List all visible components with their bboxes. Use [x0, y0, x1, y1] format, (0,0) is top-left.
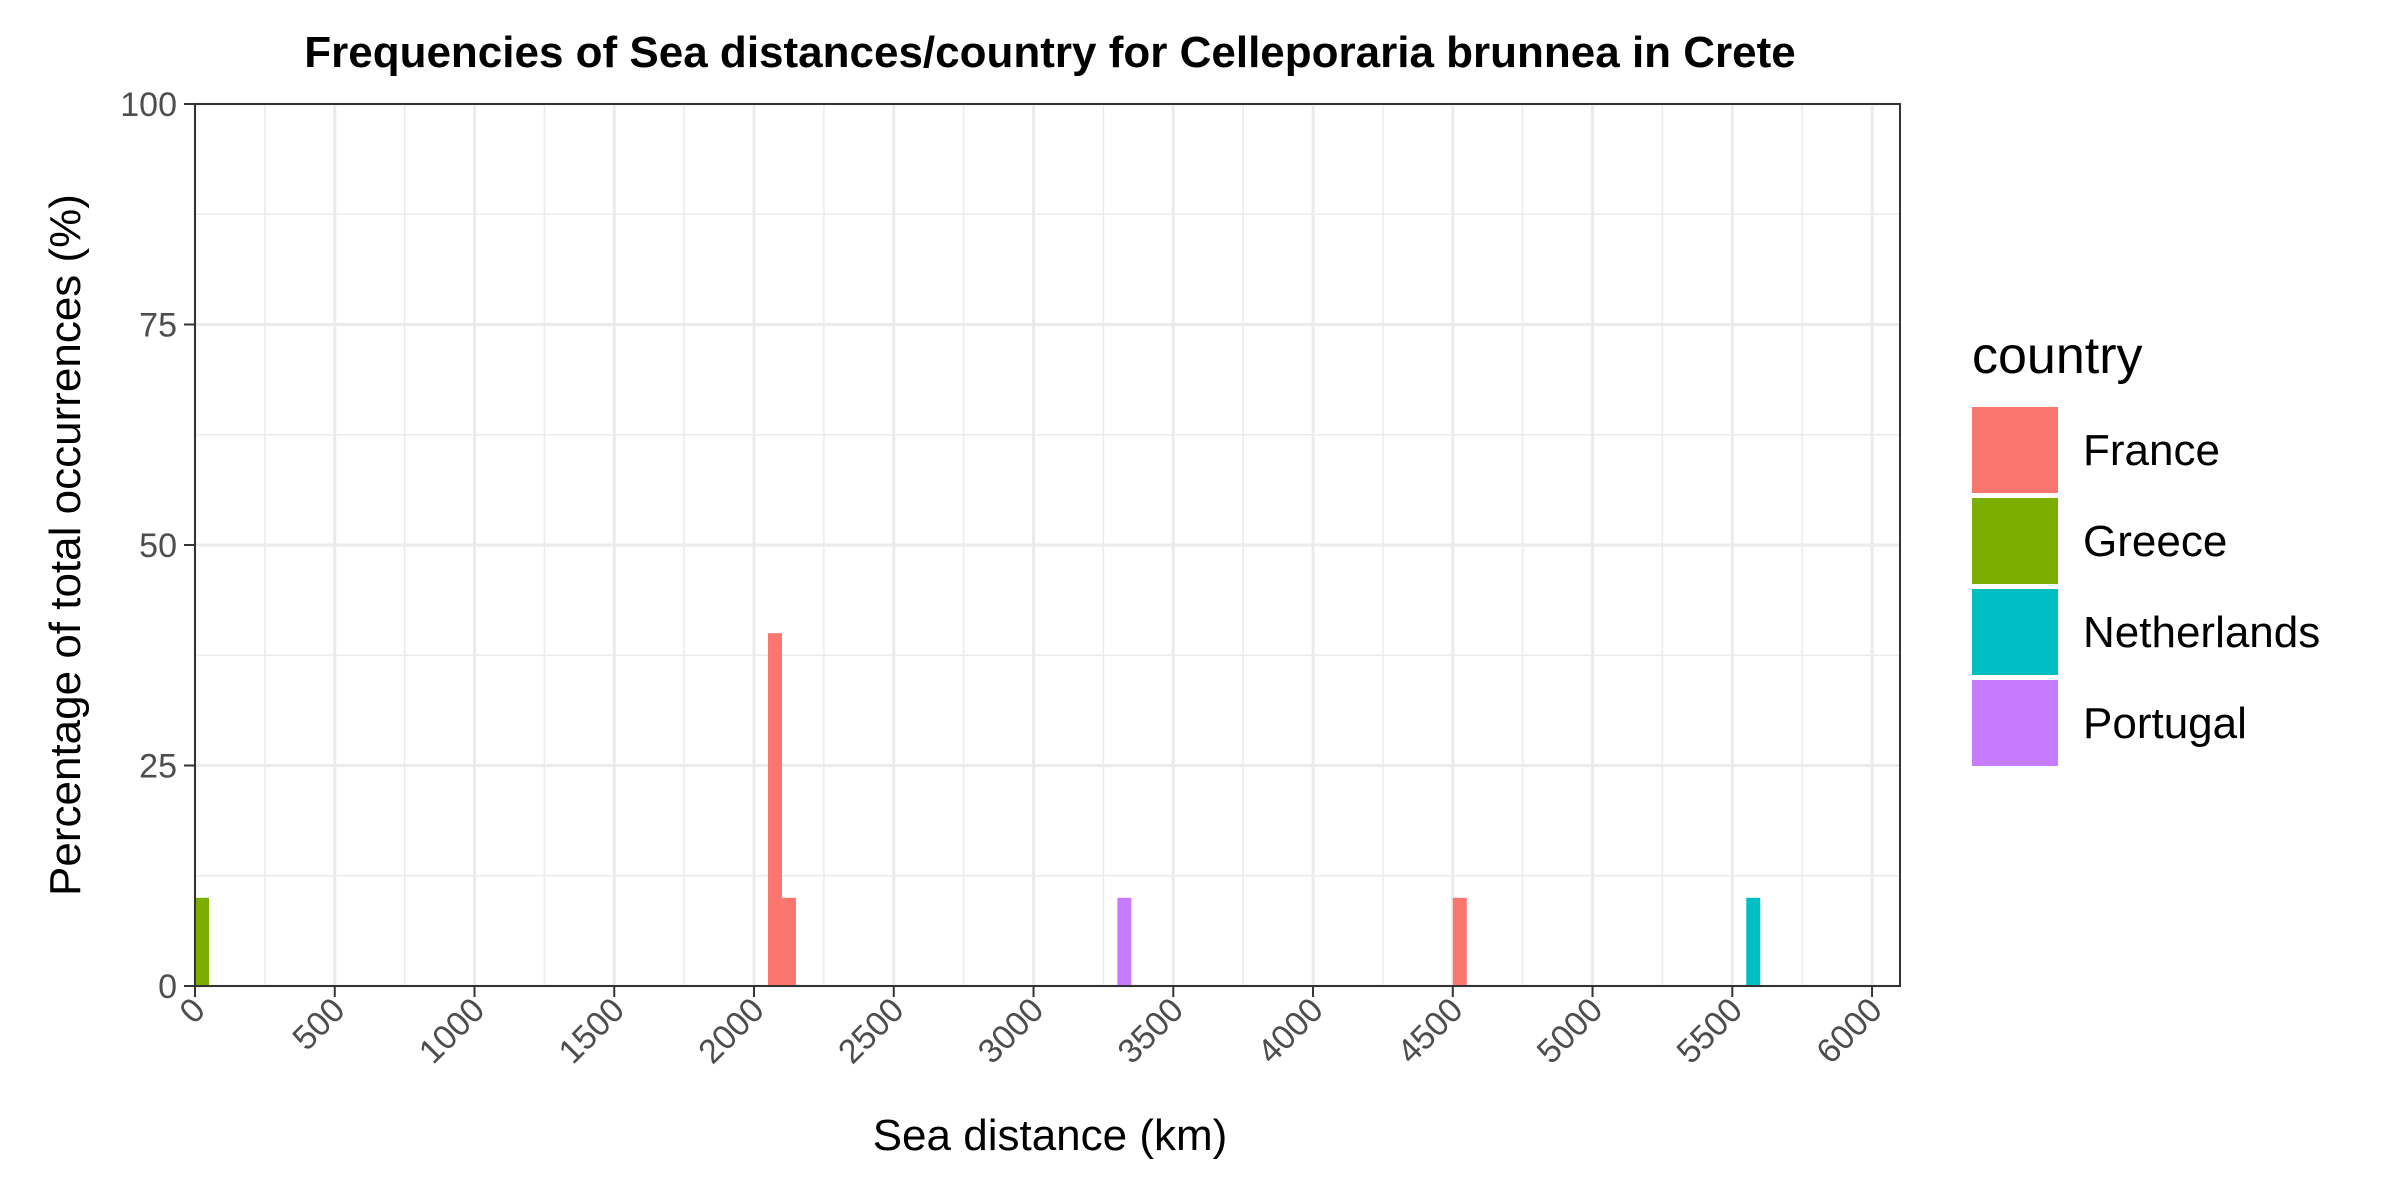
legend-label-portugal: Portugal	[2083, 699, 2247, 748]
legend-key-netherlands	[1972, 589, 2058, 675]
legend-label-netherlands: Netherlands	[2083, 608, 2320, 657]
bar-france	[1452, 897, 1467, 986]
y-tick-label: 75	[139, 307, 177, 345]
legend-key-france	[1972, 407, 2058, 493]
y-tick-label: 0	[158, 968, 177, 1006]
y-tick-label: 50	[139, 527, 177, 565]
bar-portugal	[1117, 897, 1132, 986]
legend-label-france: France	[2083, 426, 2220, 475]
bar-france	[781, 897, 796, 986]
y-tick-label: 100	[120, 86, 177, 124]
y-tick-label: 25	[139, 748, 177, 786]
bar-netherlands	[1746, 897, 1761, 986]
y-axis-title: Percentage of total occurrences (%)	[41, 194, 90, 896]
chart-title: Frequencies of Sea distances/country for…	[304, 28, 1796, 77]
bar-france	[767, 633, 782, 986]
bar-greece	[195, 897, 209, 986]
legend-key-portugal	[1972, 680, 2058, 766]
legend-label-greece: Greece	[2083, 517, 2227, 566]
legend-title: country	[1972, 327, 2143, 385]
legend: country France Greece Netherlands Portugal	[1972, 327, 2320, 766]
legend-key-greece	[1972, 498, 2058, 584]
x-axis-title: Sea distance (km)	[873, 1111, 1228, 1160]
